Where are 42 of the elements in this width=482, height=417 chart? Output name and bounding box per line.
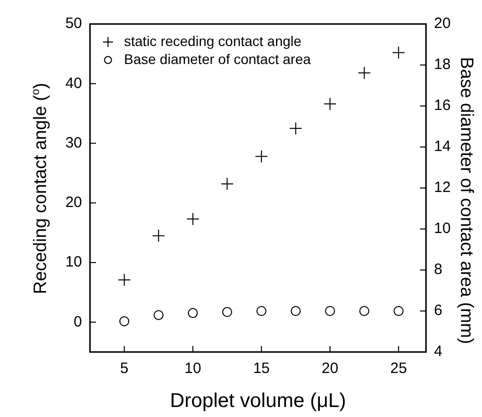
y2-tick-label: 18 xyxy=(434,56,451,74)
y-tick-label: 40 xyxy=(65,74,82,92)
point xyxy=(220,177,234,190)
y2-tick-label: 8 xyxy=(434,261,442,278)
y2-tick-label: 14 xyxy=(434,138,451,156)
point xyxy=(118,273,131,286)
x-tick-label: 15 xyxy=(253,360,270,378)
point xyxy=(290,306,301,316)
point xyxy=(256,306,266,316)
point xyxy=(392,46,406,60)
y-tick-label: 0 xyxy=(74,313,82,330)
point xyxy=(222,307,232,318)
point xyxy=(188,308,198,318)
x-tick-label: 10 xyxy=(184,360,202,378)
point xyxy=(359,306,370,316)
y2-tick-label: 10 xyxy=(434,220,451,238)
y-tick-label: 10 xyxy=(65,254,82,271)
x-tick-label: 5 xyxy=(120,360,128,378)
point xyxy=(324,97,336,110)
point xyxy=(119,316,130,326)
point xyxy=(325,306,335,316)
y2-axis-title: Base diameter of contact area (mm) xyxy=(456,56,477,344)
point xyxy=(254,150,268,163)
y2-tick-label: 20 xyxy=(434,15,451,32)
y2-tick-label: 16 xyxy=(434,97,451,114)
y2-tick-label: 4 xyxy=(434,343,442,360)
y-tick-label: 20 xyxy=(65,194,82,212)
y-tick-label: 30 xyxy=(65,134,82,152)
y-tick-label: 50 xyxy=(65,15,82,32)
point xyxy=(358,66,371,80)
x-tick-label: 20 xyxy=(322,360,338,378)
point xyxy=(289,122,302,135)
x-tick-label: 25 xyxy=(390,360,407,378)
point xyxy=(394,306,404,316)
point xyxy=(152,229,166,242)
point xyxy=(154,310,164,320)
y2-tick-label: 6 xyxy=(434,302,442,320)
y2-tick-label: 12 xyxy=(434,179,451,196)
legend-label: Base diameter of contact area xyxy=(124,50,311,67)
x-axis-title: Droplet volume (μL) xyxy=(170,390,346,413)
legend-label: static receding contact angle xyxy=(124,32,302,49)
point xyxy=(186,212,200,226)
